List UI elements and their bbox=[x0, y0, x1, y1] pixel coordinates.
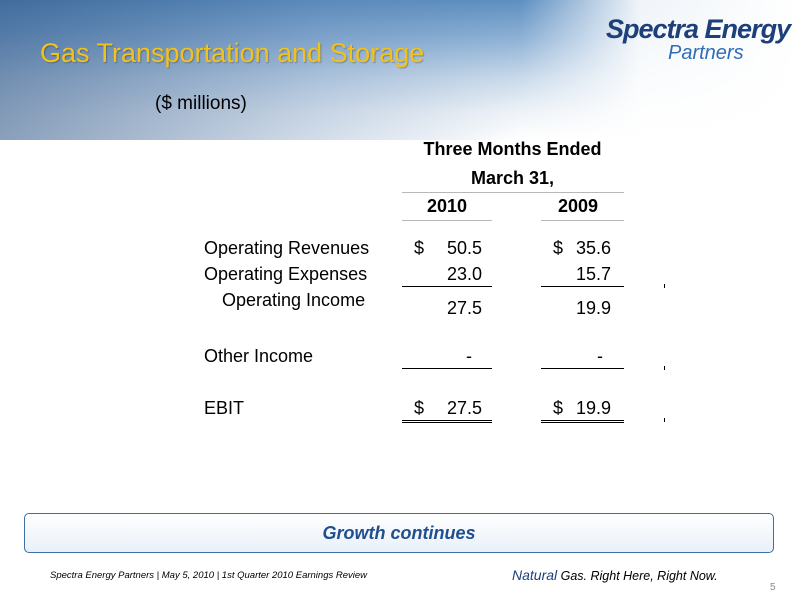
value-operating-income-2009: 19.9 bbox=[575, 298, 611, 318]
year-2010-underline bbox=[402, 220, 492, 221]
header-divider bbox=[402, 192, 624, 193]
company-logo: Spectra Energy Partners bbox=[600, 14, 791, 66]
tagline-rest: Gas. Right Here, Right Now. bbox=[557, 569, 718, 583]
row-label-operating-income: Operating Income bbox=[222, 290, 366, 310]
row-tick bbox=[664, 284, 665, 288]
value-operating-expenses-2010: 23.0 bbox=[446, 264, 482, 284]
value-other-income-2010: - bbox=[466, 346, 472, 366]
subtotal-line-2010 bbox=[402, 286, 492, 287]
year-2009-underline bbox=[541, 220, 624, 221]
growth-banner: Growth continues bbox=[24, 513, 774, 553]
row-label-other-income: Other Income bbox=[204, 346, 314, 366]
value-operating-income-2010: 27.5 bbox=[446, 298, 482, 318]
subtotal-line-2009 bbox=[541, 368, 624, 369]
page-number: 5 bbox=[770, 582, 776, 593]
dollar-sign: $ bbox=[414, 238, 425, 258]
value-ebit-2010: 27.5 bbox=[446, 398, 482, 418]
footer-citation: Spectra Energy Partners | May 5, 2010 | … bbox=[50, 570, 368, 581]
logo-line2: Partners bbox=[668, 42, 744, 64]
total-double-line-2009 bbox=[541, 420, 624, 423]
dollar-sign: $ bbox=[553, 398, 564, 418]
row-tick bbox=[664, 366, 665, 370]
row-label-ebit: EBIT bbox=[204, 398, 245, 418]
dollar-sign: $ bbox=[414, 398, 425, 418]
footer-tagline: Natural Gas. Right Here, Right Now. bbox=[512, 567, 718, 583]
row-tick bbox=[664, 418, 665, 422]
units-label: ($ millions) bbox=[155, 93, 247, 114]
value-other-income-2009: - bbox=[597, 346, 603, 366]
value-ebit-2009: 19.9 bbox=[575, 398, 611, 418]
value-operating-revenues-2009: 35.6 bbox=[575, 238, 611, 258]
row-label-operating-revenues: Operating Revenues bbox=[204, 238, 370, 258]
logo-line1: Spectra Energy bbox=[606, 14, 791, 44]
period-header-line1: Three Months Ended bbox=[423, 139, 602, 159]
subtotal-line-2009 bbox=[541, 286, 624, 287]
slide-title: Gas Transportation and Storage bbox=[40, 38, 425, 68]
row-label-operating-expenses: Operating Expenses bbox=[204, 264, 368, 284]
subtotal-line-2010 bbox=[402, 368, 492, 369]
dollar-sign: $ bbox=[553, 238, 564, 258]
value-operating-revenues-2010: 50.5 bbox=[446, 238, 482, 258]
year-2010-header: 2010 bbox=[426, 196, 468, 216]
tagline-natural: Natural bbox=[512, 567, 558, 583]
value-operating-expenses-2009: 15.7 bbox=[575, 264, 611, 284]
header-overlay bbox=[0, 0, 800, 140]
period-header-line2: March 31, bbox=[470, 168, 555, 188]
total-double-line-2010 bbox=[402, 420, 492, 423]
year-2009-header: 2009 bbox=[557, 196, 599, 216]
